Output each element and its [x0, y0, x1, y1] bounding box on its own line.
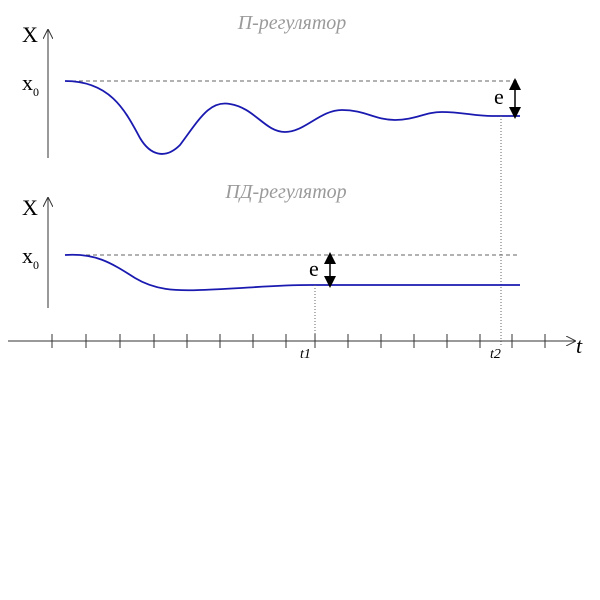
panel-title: ПД-регулятор: [224, 181, 346, 203]
error-label: e: [309, 256, 319, 281]
x0-main: x: [22, 243, 33, 268]
response-curve: [64, 80, 520, 155]
x0-label: x0: [22, 70, 39, 99]
error-label: e: [494, 84, 504, 109]
y-label: X: [22, 22, 38, 47]
time-ticks: [51, 334, 546, 348]
x0-sub: 0: [33, 258, 39, 272]
panel-title: П-регулятор: [237, 12, 347, 34]
y-label: X: [22, 195, 38, 220]
x0-label: x0: [22, 243, 39, 272]
t2-label: t2: [490, 347, 501, 362]
response-curve: [64, 253, 520, 292]
time-label: t: [576, 333, 583, 358]
x0-main: x: [22, 70, 33, 95]
x0-sub: 0: [33, 85, 39, 99]
t1-label: t1: [300, 347, 311, 362]
